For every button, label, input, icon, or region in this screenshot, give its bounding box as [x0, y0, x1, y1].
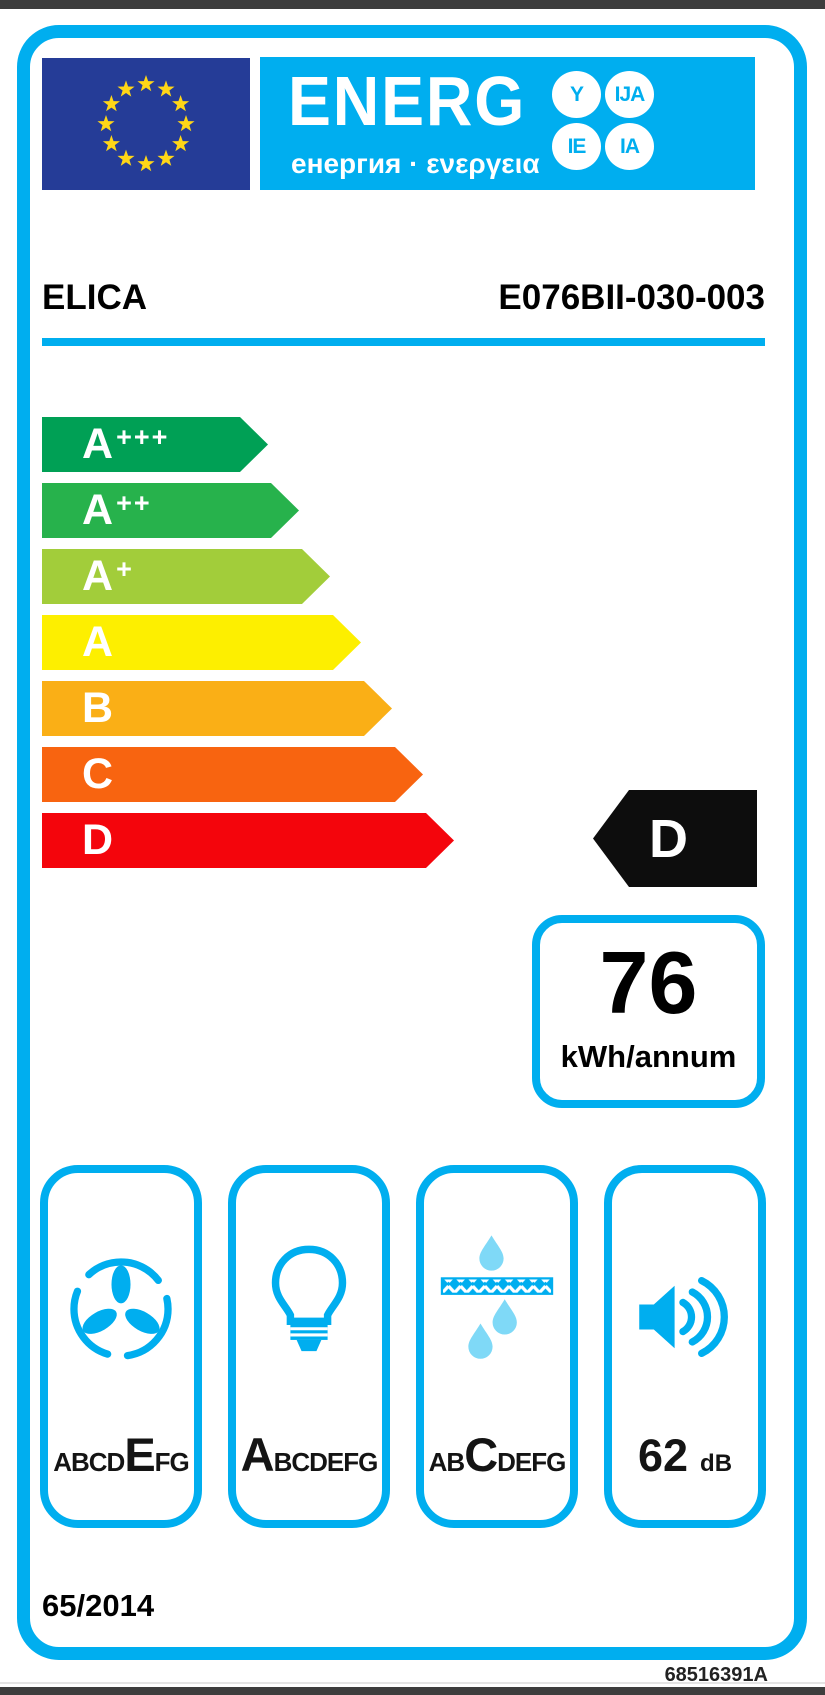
annual-energy-unit: kWh/annum — [560, 1039, 737, 1074]
rating-arrow-a: A — [42, 615, 361, 670]
rating-arrow-c: C — [42, 747, 423, 802]
rating-arrow-a3: A +++ — [42, 417, 268, 472]
annual-energy-box: 76 kWh/annum — [532, 915, 765, 1108]
noise-unit: dB — [700, 1450, 733, 1477]
rating-letter: D — [82, 816, 114, 864]
class-letters-post: BCDEFG — [273, 1447, 379, 1477]
class-letter-current: E — [124, 1428, 155, 1481]
energy-logo-banner: ENERG енергия · ενεργεια Y IJA IE IA — [260, 57, 755, 190]
rating-letter: A — [82, 420, 114, 468]
language-suffix-circle-y: Y — [552, 71, 601, 118]
document-code: 68516391A — [664, 1664, 768, 1686]
current-rating-pointer: D — [593, 790, 757, 887]
regulation-number: 65/2014 — [42, 1588, 155, 1623]
noise-value: 62 — [637, 1430, 689, 1481]
class-letters-post: DEFG — [497, 1447, 566, 1477]
metric-box-grease-filter: AB C DEFG — [416, 1165, 578, 1528]
metric-box-noise: 62 dB — [604, 1165, 766, 1528]
metric-box-fan: ABCD E FG — [40, 1165, 202, 1528]
grease-filter-icon — [440, 1235, 554, 1359]
rating-letter: B — [82, 684, 114, 732]
rating-arrow-a1: A + — [42, 549, 330, 604]
rating-arrow-d: D — [42, 813, 454, 868]
annual-energy-value: 76 — [599, 933, 698, 1032]
rating-plus: ++ — [116, 488, 152, 518]
rating-plus: +++ — [116, 422, 170, 452]
rating-letter: A — [82, 486, 114, 534]
rating-letter: C — [82, 750, 114, 798]
rating-letter: A — [82, 552, 114, 600]
page-edge-top — [0, 0, 825, 9]
eu-flag-stars-icon — [97, 75, 195, 172]
language-suffix-circle-ia: IA — [605, 123, 654, 170]
class-letter-current: A — [240, 1428, 275, 1481]
class-letters-pre: ABCD — [53, 1447, 125, 1477]
current-rating-grade: D — [649, 808, 688, 869]
rating-arrow-b: B — [42, 681, 392, 736]
bulb-icon — [271, 1245, 347, 1352]
fan-efficiency-class: ABCD E FG — [48, 1427, 194, 1482]
class-letter-current: C — [464, 1428, 498, 1481]
language-suffix-circle-ija: IJA — [605, 71, 654, 118]
lighting-efficiency-class: A BCDEFG — [236, 1427, 382, 1482]
page-boundary-line — [0, 1682, 825, 1684]
language-suffix-circle-ie: IE — [552, 123, 601, 170]
class-letters-pre: AB — [428, 1447, 466, 1477]
class-letters-post: FG — [154, 1447, 190, 1477]
grease-filter-class: AB C DEFG — [424, 1427, 570, 1482]
model-number: E076BII-030-003 — [498, 278, 765, 317]
energy-logo-word: ENERG — [288, 62, 527, 140]
fan-icon — [70, 1258, 172, 1360]
noise-icon — [639, 1276, 728, 1358]
noise-level: 62 dB — [612, 1430, 758, 1482]
header-divider — [42, 338, 765, 346]
rating-arrow-a2: A ++ — [42, 483, 299, 538]
rating-plus: + — [116, 554, 134, 584]
page-edge-bottom — [0, 1687, 825, 1695]
rating-letter: A — [82, 618, 114, 666]
brand-name: ELICA — [42, 278, 147, 317]
energy-logo-subtext: енергия · ενεργεια — [291, 148, 540, 179]
eu-flag — [42, 58, 250, 190]
metric-box-lighting: A BCDEFG — [228, 1165, 390, 1528]
